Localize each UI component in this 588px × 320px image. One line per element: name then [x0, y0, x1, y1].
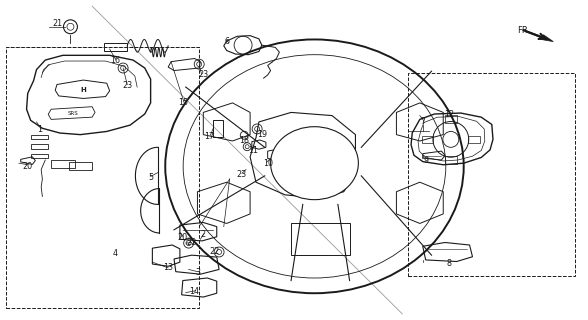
Bar — [6, 47, 199, 308]
Text: 23: 23 — [122, 81, 132, 90]
Text: 7: 7 — [420, 117, 425, 126]
Text: 19: 19 — [257, 130, 267, 139]
Text: 18: 18 — [239, 136, 249, 146]
Text: 9: 9 — [423, 156, 428, 164]
Text: 20: 20 — [23, 162, 33, 171]
Text: 23: 23 — [236, 170, 246, 179]
Text: 12: 12 — [444, 109, 454, 118]
Text: SRS: SRS — [68, 110, 78, 116]
Text: 14: 14 — [189, 287, 199, 296]
Text: 3: 3 — [195, 268, 200, 277]
Text: 6: 6 — [224, 36, 229, 45]
Text: 20: 20 — [178, 233, 188, 242]
Text: 16: 16 — [111, 56, 121, 65]
Text: 5: 5 — [148, 173, 153, 182]
Text: 10: 10 — [263, 159, 273, 168]
Text: 2: 2 — [201, 230, 206, 239]
Bar — [408, 73, 575, 276]
Text: 11: 11 — [248, 146, 258, 155]
Text: 15: 15 — [178, 99, 188, 108]
Text: 17: 17 — [204, 132, 214, 141]
Text: 22: 22 — [186, 238, 197, 247]
Text: 22: 22 — [210, 247, 220, 257]
Polygon shape — [538, 35, 553, 42]
Text: 13: 13 — [163, 263, 173, 272]
Text: 4: 4 — [113, 249, 118, 258]
Text: 23: 23 — [198, 70, 208, 79]
Text: FR.: FR. — [517, 26, 530, 35]
Text: 1: 1 — [37, 125, 42, 134]
Text: 8: 8 — [446, 259, 452, 268]
Ellipse shape — [270, 127, 358, 200]
Text: 21: 21 — [52, 19, 62, 28]
Text: H: H — [81, 87, 86, 92]
